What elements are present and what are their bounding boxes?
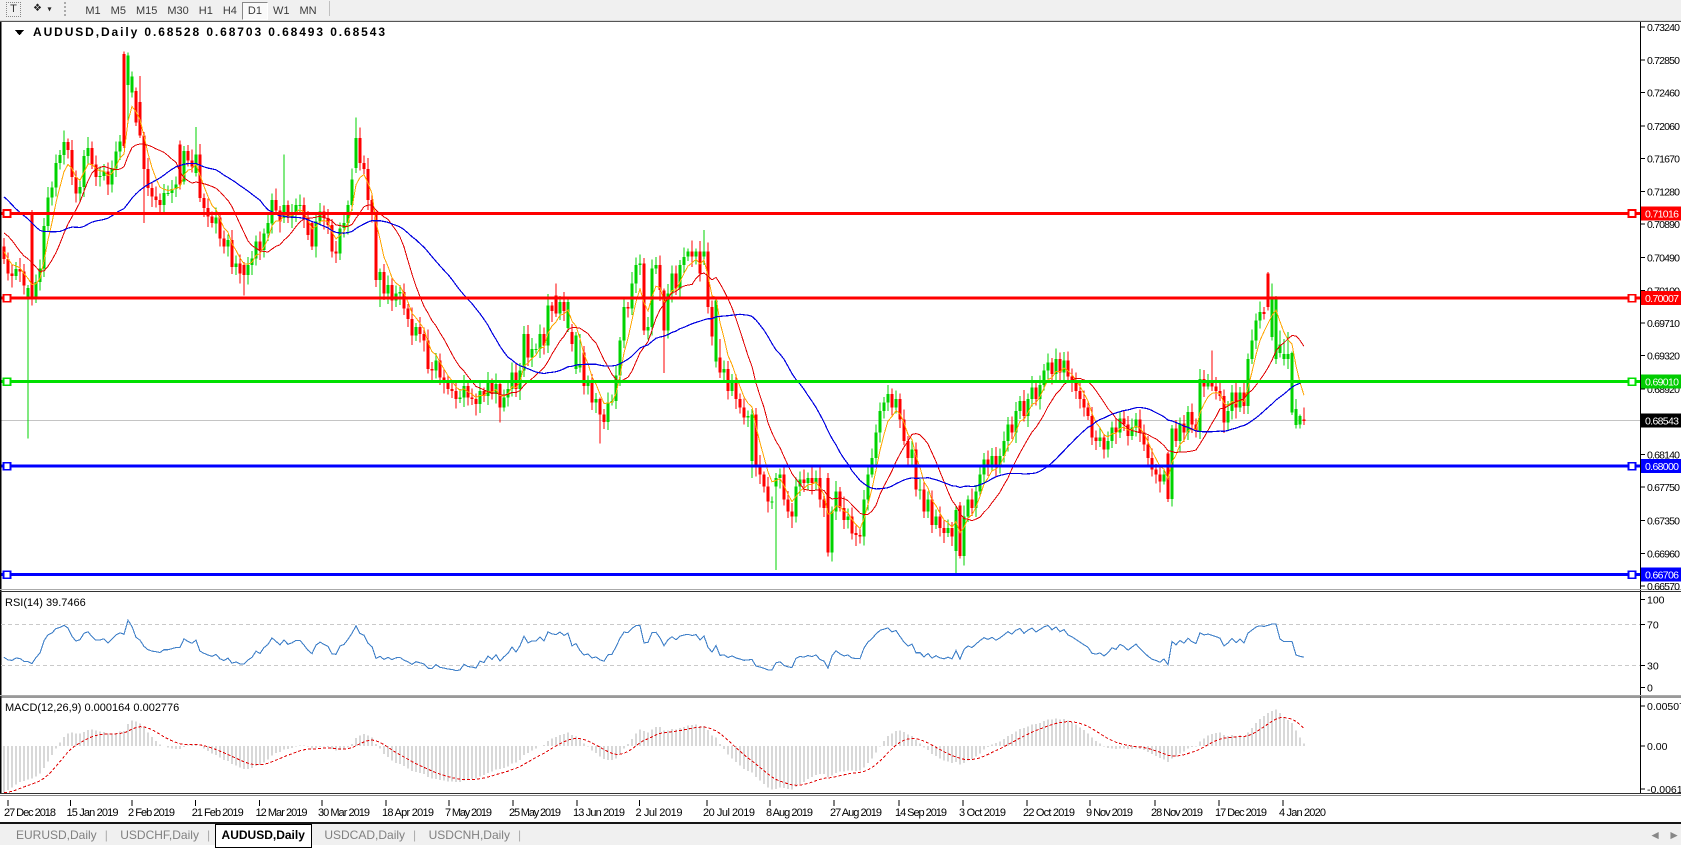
svg-text:RSI(14) 39.7466: RSI(14) 39.7466: [5, 597, 86, 609]
svg-text:0.67350: 0.67350: [1647, 516, 1680, 528]
svg-text:0.71016: 0.71016: [1645, 209, 1679, 221]
svg-text:22 Oct 2019: 22 Oct 2019: [1023, 807, 1075, 819]
svg-text:0.69710: 0.69710: [1647, 318, 1680, 330]
svg-text:0.70007: 0.70007: [1645, 293, 1679, 305]
svg-text:2 Jul 2019: 2 Jul 2019: [636, 807, 683, 819]
svg-text:0.71670: 0.71670: [1647, 154, 1680, 166]
svg-text:0.69010: 0.69010: [1645, 377, 1679, 389]
svg-text:70: 70: [1647, 620, 1659, 632]
svg-text:100: 100: [1647, 595, 1665, 607]
svg-text:30: 30: [1647, 661, 1659, 673]
svg-text:8 Aug 2019: 8 Aug 2019: [766, 807, 813, 819]
svg-text:4 Jan 2020: 4 Jan 2020: [1279, 807, 1326, 819]
svg-text:14 Sep 2019: 14 Sep 2019: [895, 807, 947, 819]
svg-text:0.71280: 0.71280: [1647, 186, 1680, 198]
svg-text:-0.0061482: -0.0061482: [1647, 784, 1681, 796]
svg-text:0.68000: 0.68000: [1645, 461, 1679, 473]
svg-text:27 Dec 2018: 27 Dec 2018: [4, 807, 56, 819]
svg-text:18 Apr 2019: 18 Apr 2019: [382, 807, 434, 819]
svg-text:0.68140: 0.68140: [1647, 450, 1680, 462]
svg-text:2 Feb 2019: 2 Feb 2019: [128, 807, 175, 819]
svg-text:0.70890: 0.70890: [1647, 219, 1680, 231]
svg-text:25 May 2019: 25 May 2019: [509, 807, 561, 819]
svg-text:21 Feb 2019: 21 Feb 2019: [192, 807, 244, 819]
svg-text:0.0050768: 0.0050768: [1647, 701, 1681, 713]
svg-text:15 Jan 2019: 15 Jan 2019: [67, 807, 119, 819]
svg-text:3 Oct 2019: 3 Oct 2019: [959, 807, 1006, 819]
svg-text:0.66706: 0.66706: [1645, 570, 1679, 582]
svg-text:0.00: 0.00: [1647, 741, 1668, 753]
svg-text:0.69320: 0.69320: [1647, 351, 1680, 363]
svg-text:12 Mar 2019: 12 Mar 2019: [256, 807, 308, 819]
svg-text:17 Dec 2019: 17 Dec 2019: [1215, 807, 1267, 819]
svg-text:0.72460: 0.72460: [1647, 88, 1680, 100]
svg-text:0.72060: 0.72060: [1647, 121, 1680, 133]
svg-text:AUDUSD,Daily 0.68528 0.68703: AUDUSD,Daily 0.68528 0.68703 0.68493 0.6…: [33, 25, 385, 39]
svg-text:0.66960: 0.66960: [1647, 548, 1680, 560]
svg-text:MACD(12,26,9) 0.000164 0.00277: MACD(12,26,9) 0.000164 0.002776: [5, 702, 179, 714]
svg-text:0.70490: 0.70490: [1647, 253, 1680, 265]
svg-text:27 Aug 2019: 27 Aug 2019: [830, 807, 882, 819]
svg-text:0.73240: 0.73240: [1647, 22, 1680, 34]
svg-text:7 May 2019: 7 May 2019: [445, 807, 492, 819]
svg-text:30 Mar 2019: 30 Mar 2019: [318, 807, 370, 819]
svg-text:9 Nov 2019: 9 Nov 2019: [1086, 807, 1133, 819]
svg-text:0: 0: [1647, 683, 1653, 695]
svg-text:28 Nov 2019: 28 Nov 2019: [1151, 807, 1203, 819]
svg-text:13 Jun 2019: 13 Jun 2019: [573, 807, 625, 819]
svg-text:0.68543: 0.68543: [1645, 416, 1679, 428]
svg-text:0.66570: 0.66570: [1647, 581, 1680, 593]
svg-text:0.67750: 0.67750: [1647, 482, 1680, 494]
svg-text:0.72850: 0.72850: [1647, 55, 1680, 67]
svg-text:20 Jul 2019: 20 Jul 2019: [703, 807, 755, 819]
